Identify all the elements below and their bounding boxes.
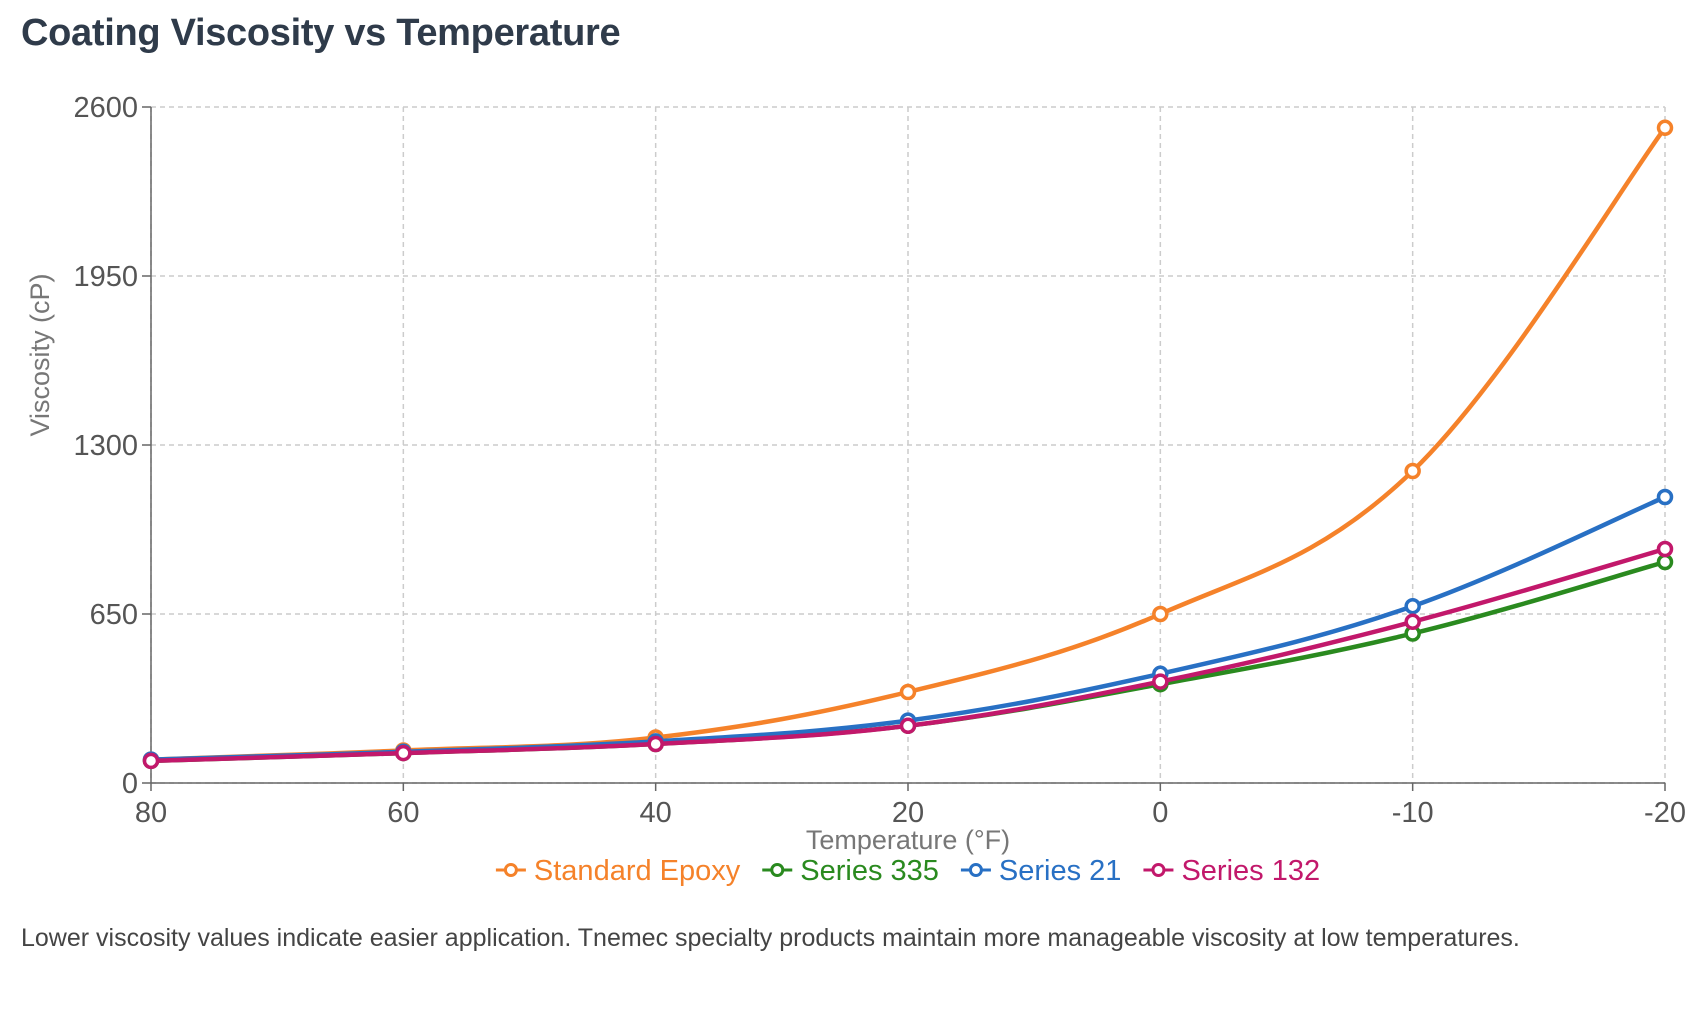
legend-item-series-21[interactable]: Series 21	[960, 855, 1122, 887]
data-point-standard-epoxy[interactable]	[899, 683, 917, 701]
data-point-series-132[interactable]	[395, 744, 412, 762]
data-point-standard-epoxy[interactable]	[1656, 119, 1674, 137]
y-tick-label: 1950	[73, 261, 138, 293]
y-tick-label: 2600	[73, 92, 138, 124]
data-point-standard-epoxy[interactable]	[1152, 605, 1169, 623]
x-tick-label: 0	[1152, 797, 1168, 829]
data-point-series-132[interactable]	[1656, 540, 1674, 558]
x-tick-label: -20	[1644, 797, 1686, 829]
legend-marker-circle	[1151, 863, 1166, 877]
legend-item-standard-epoxy[interactable]: Standard Epoxy	[495, 855, 741, 887]
data-point-series-335[interactable]	[1656, 553, 1674, 571]
legend-marker-circle	[968, 863, 983, 877]
chart-title: Coating Viscosity vs Temperature	[21, 12, 621, 54]
x-tick-label: 80	[135, 797, 167, 829]
y-axis-title: Viscosity (cP)	[25, 273, 55, 436]
axes: 0 650 1300 1950 2600 80 60 40 20 0 -10 -20 Temperatu…	[25, 92, 1686, 855]
legend-label: Standard Epoxy	[534, 855, 741, 887]
chart-footnote: Lower viscosity values indicate easier a…	[21, 924, 1520, 952]
legend-label: Series 132	[1181, 855, 1320, 887]
legend: Standard Epoxy Series 335 Series 21 Series …	[495, 855, 1320, 887]
viscosity-line-chart: 0 650 1300 1950 2600 80 60 40 20 0 -10 -20 Temperatu…	[25, 92, 1686, 887]
y-tick-label: 0	[122, 768, 138, 800]
data-point-series-132[interactable]	[142, 752, 160, 770]
data-point-series-132[interactable]	[1404, 613, 1421, 631]
x-tick-label: 60	[387, 797, 419, 829]
y-tick-label: 1300	[73, 430, 138, 462]
x-tick-label: 20	[892, 797, 924, 829]
legend-marker-circle	[770, 863, 785, 877]
legend-item-series-132[interactable]: Series 132	[1143, 855, 1320, 887]
legend-marker-circle	[503, 863, 518, 877]
legend-label: Series 335	[800, 855, 939, 887]
data-point-series-21[interactable]	[1656, 488, 1674, 506]
x-tick-label: 40	[640, 797, 672, 829]
series-group	[142, 119, 1674, 770]
x-tick-label: -10	[1392, 797, 1434, 829]
data-point-series-132[interactable]	[1152, 673, 1169, 690]
x-axis-title: Temperature (°F)	[806, 825, 1010, 855]
series-series-132	[142, 540, 1674, 770]
data-point-series-132[interactable]	[899, 717, 917, 735]
data-point-series-21[interactable]	[1404, 597, 1421, 615]
legend-item-series-335[interactable]: Series 335	[762, 855, 939, 887]
data-point-series-132[interactable]	[647, 735, 664, 753]
data-point-standard-epoxy[interactable]	[1404, 462, 1421, 480]
y-tick-label: 650	[90, 599, 138, 631]
legend-label: Series 21	[999, 855, 1122, 887]
